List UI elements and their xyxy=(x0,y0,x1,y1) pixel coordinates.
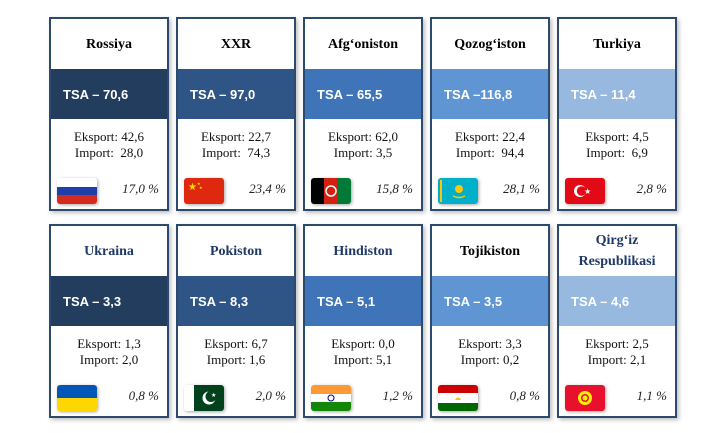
import-value: Import: 3,5 xyxy=(333,145,393,160)
import-value: Import: 74,3 xyxy=(201,145,271,160)
export-value: Eksport: 22,7 xyxy=(200,129,272,144)
import-value: Import: 28,0 xyxy=(74,145,144,160)
trade-values: Eksport: 4,5 Import: 6,9 xyxy=(559,129,675,161)
tajikistan-flag-icon xyxy=(438,385,478,411)
svg-text:★: ★ xyxy=(211,392,216,399)
tsa-banner: TSA – 97,0 xyxy=(178,69,294,119)
import-value: Import: 1,6 xyxy=(206,352,266,367)
import-value: Import: 2,1 xyxy=(587,352,647,367)
export-value: Eksport: 3,3 xyxy=(458,336,522,351)
pakistan-flag-icon: ★ xyxy=(184,385,224,411)
export-value: Eksport: 1,3 xyxy=(77,336,141,351)
afghanistan-flag-icon xyxy=(311,178,351,204)
country-card-pakistan: Pokiston TSA – 8,3 Eksport: 6,7 Import: … xyxy=(176,224,296,418)
trade-values: Eksport: 42,6 Import: 28,0 xyxy=(51,129,167,161)
share-percent: 2,8 % xyxy=(636,181,667,196)
country-card-kazakhstan: Qozog‘iston TSA –116,8 Eksport: 22,4 Imp… xyxy=(430,17,550,211)
export-value: Eksport: 42,6 xyxy=(73,129,145,144)
country-card-tajikistan: Tojikiston TSA – 3,5 Eksport: 3,3 Import… xyxy=(430,224,550,418)
country-name: Turkiya xyxy=(593,36,641,52)
share-percent: 23,4 % xyxy=(249,181,286,196)
trade-values: Eksport: 1,3 Import: 2,0 xyxy=(51,336,167,368)
svg-text:★: ★ xyxy=(197,181,201,186)
share-percent: 2,0 % xyxy=(255,388,286,403)
country-card-china: XXR TSA – 97,0 Eksport: 22,7 Import: 74,… xyxy=(176,17,296,211)
country-card-kyrgyzstan: Qirg‘iz Respublikasi TSA – 4,6 Eksport: … xyxy=(557,224,677,418)
share-percent: 1,2 % xyxy=(382,388,413,403)
china-flag-icon: ★ ★ ★ xyxy=(184,178,224,204)
import-value: Import: 2,0 xyxy=(79,352,139,367)
russia-flag-icon xyxy=(57,178,97,204)
export-value: Eksport: 62,0 xyxy=(327,129,399,144)
export-value: Eksport: 2,5 xyxy=(585,336,649,351)
country-name: Rossiya xyxy=(86,36,132,52)
tsa-banner: TSA – 8,3 xyxy=(178,276,294,326)
export-value: Eksport: 0,0 xyxy=(331,336,395,351)
svg-text:★: ★ xyxy=(199,185,203,190)
share-percent: 0,8 % xyxy=(128,388,159,403)
import-value: Import: 5,1 xyxy=(333,352,393,367)
country-name: Ukraina xyxy=(84,243,134,259)
share-percent: 15,8 % xyxy=(376,181,413,196)
trade-values: Eksport: 22,7 Import: 74,3 xyxy=(178,129,294,161)
ukraine-flag-icon xyxy=(57,385,97,411)
export-value: Eksport: 4,5 xyxy=(585,129,649,144)
kyrgyzstan-flag-icon xyxy=(565,385,605,411)
tsa-banner: TSA – 3,3 xyxy=(51,276,167,326)
tsa-banner: TSA – 4,6 xyxy=(559,276,675,326)
india-flag-icon xyxy=(311,385,351,411)
svg-text:★: ★ xyxy=(584,187,591,196)
import-value: Import: 94,4 xyxy=(455,145,525,160)
country-name: Hindiston xyxy=(333,243,393,259)
share-percent: 0,8 % xyxy=(509,388,540,403)
country-name: Afg‘oniston xyxy=(327,36,398,52)
import-value: Import: 6,9 xyxy=(586,145,648,160)
trade-values: Eksport: 0,0 Import: 5,1 xyxy=(305,336,421,368)
trade-values: Eksport: 6,7 Import: 1,6 xyxy=(178,336,294,368)
export-value: Eksport: 22,4 xyxy=(454,129,526,144)
country-card-russia: Rossiya TSA – 70,6 Eksport: 42,6 Import:… xyxy=(49,17,169,211)
import-value: Import: 0,2 xyxy=(460,352,520,367)
country-name: Pokiston xyxy=(209,243,263,259)
country-name: Qozog‘iston xyxy=(454,36,526,52)
tsa-banner: TSA – 5,1 xyxy=(305,276,421,326)
trade-values: Eksport: 2,5 Import: 2,1 xyxy=(559,336,675,368)
kazakhstan-flag-icon xyxy=(438,178,478,204)
country-card-india: Hindiston TSA – 5,1 Eksport: 0,0 Import:… xyxy=(303,224,423,418)
tsa-banner: TSA –116,8 xyxy=(432,69,548,119)
share-percent: 1,1 % xyxy=(636,388,667,403)
country-name: Qirg‘iz Respublikasi xyxy=(578,233,656,269)
turkey-flag-icon: ★ xyxy=(565,178,605,204)
trade-values: Eksport: 62,0 Import: 3,5 xyxy=(305,129,421,161)
tsa-banner: TSA – 11,4 xyxy=(559,69,675,119)
share-percent: 28,1 % xyxy=(503,181,540,196)
country-card-afghanistan: Afg‘oniston TSA – 65,5 Eksport: 62,0 Imp… xyxy=(303,17,423,211)
export-value: Eksport: 6,7 xyxy=(204,336,268,351)
tsa-banner: TSA – 65,5 xyxy=(305,69,421,119)
trade-values: Eksport: 22,4 Import: 94,4 xyxy=(432,129,548,161)
svg-text:★: ★ xyxy=(188,182,197,193)
tsa-banner: TSA – 3,5 xyxy=(432,276,548,326)
trade-values: Eksport: 3,3 Import: 0,2 xyxy=(432,336,548,368)
tsa-banner: TSA – 70,6 xyxy=(51,69,167,119)
country-card-turkey: Turkiya TSA – 11,4 Eksport: 4,5 Import: … xyxy=(557,17,677,211)
country-name: XXR xyxy=(220,36,252,52)
country-card-ukraine: Ukraina TSA – 3,3 Eksport: 1,3 Import: 2… xyxy=(49,224,169,418)
country-name: Tojikiston xyxy=(459,243,521,259)
share-percent: 17,0 % xyxy=(122,181,159,196)
